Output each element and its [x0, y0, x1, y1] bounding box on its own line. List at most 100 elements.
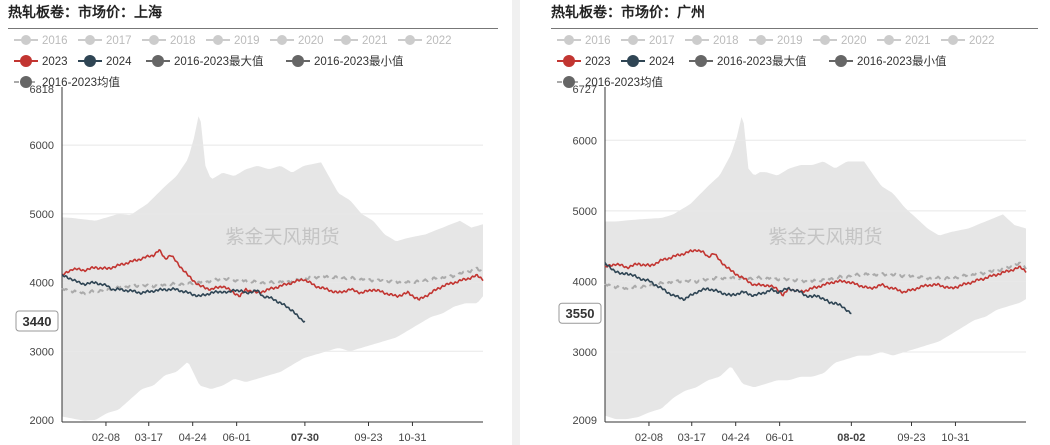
legend-item-2020[interactable]: 2020 [270, 35, 324, 47]
series-line-2024 [61, 273, 306, 323]
legend-dot [213, 35, 223, 45]
x-tick-label: 02-08 [92, 432, 120, 444]
chart-title: 热轧板卷：市场价：上海 [8, 5, 162, 21]
legend-dot [84, 55, 96, 67]
legend-label: 2022 [426, 35, 452, 47]
legend-item-2024[interactable]: 2024 [78, 55, 132, 68]
y-tick-label: 6000 [573, 135, 597, 147]
legend-dot [341, 35, 351, 45]
legend-dot [835, 55, 847, 67]
watermark: 紫金天风期货 [768, 226, 882, 248]
legend-item-2020[interactable]: 2020 [813, 35, 867, 47]
legend-item-2017[interactable]: 2017 [78, 35, 132, 47]
legend-dot [820, 35, 830, 45]
legend-item-2021[interactable]: 2021 [877, 35, 931, 47]
legend-item-2023[interactable]: 2023 [557, 55, 611, 68]
legend-label: 2017 [106, 35, 132, 47]
y-value-badge [15, 310, 59, 332]
x-axis-pointer-label: 07-30 [291, 432, 319, 444]
legend-label: 2024 [649, 56, 675, 68]
legend-item-2016-2023均值[interactable]: 2016-2023均值 [557, 76, 663, 89]
chart-svg: 3000 4000 5000 6000 6727 2009 02-08 03-17 04-24 0… [557, 35, 1027, 444]
y-value-badge-text: 3550 [566, 306, 595, 321]
x-tick-label: 09-23 [354, 432, 382, 444]
x-axis-pointer-label: 08-02 [837, 432, 865, 444]
y-axis-max-label: 6727 [573, 84, 597, 96]
y-value-badge-text: 3440 [23, 314, 52, 329]
legend-item-2022[interactable]: 2022 [398, 35, 452, 47]
x-tick-label: 10-31 [941, 432, 969, 444]
y-axis-min-label: 2009 [573, 415, 597, 427]
legend-label: 2020 [298, 35, 324, 47]
legend-dot [948, 35, 958, 45]
x-tick-label: 02-08 [635, 432, 663, 444]
legend-item-2016-2023均值[interactable]: 2016-2023均值 [14, 76, 120, 89]
y-tick-label: 5000 [573, 206, 597, 218]
series-line-2023 [604, 249, 1027, 297]
legend-dot [563, 76, 575, 88]
legend-label: 2016-2023最大值 [717, 54, 807, 68]
chart-title: 热轧板卷：市场价：广州 [551, 5, 705, 21]
y-tick-label: 3000 [30, 346, 54, 358]
legend-dot [884, 35, 894, 45]
legend-item-2022[interactable]: 2022 [941, 35, 995, 47]
legend-dot [152, 55, 164, 67]
chart-svg: 3000 4000 5000 6000 6818 2000 02-08 03-17 04-24 0… [14, 35, 484, 444]
legend-item-2016[interactable]: 2016 [14, 35, 68, 47]
legend-label: 2020 [841, 35, 867, 47]
legend-label: 2019 [777, 35, 803, 47]
x-tick-label: 04-24 [722, 432, 750, 444]
legend-label: 2021 [905, 35, 931, 47]
x-tick-label: 04-24 [179, 432, 207, 444]
legend-item-2016[interactable]: 2016 [557, 35, 611, 47]
series-line-2023 [61, 249, 484, 301]
legend-label: 2019 [234, 35, 260, 47]
y-axis-min-label: 2000 [30, 415, 54, 427]
legend-item-2016-2023最大值[interactable]: 2016-2023最大值 [146, 54, 264, 68]
x-tick-label: 03-17 [678, 432, 706, 444]
x-tick-label: 06-01 [223, 432, 251, 444]
x-tick-label: 10-31 [398, 432, 426, 444]
legend-item-2018[interactable]: 2018 [685, 35, 739, 47]
legend-item-2019[interactable]: 2019 [206, 35, 260, 47]
legend-item-2016-2023最小值[interactable]: 2016-2023最小值 [829, 55, 947, 68]
legend-dot [692, 35, 702, 45]
y-tick-label: 4000 [573, 276, 597, 288]
legend-dot [627, 55, 639, 67]
x-tick-label: 06-01 [766, 432, 794, 444]
chart-panel-shanghai: 热轧板卷：市场价：上海 3000 4000 5000 6000 6818 2000 02-0… [0, 0, 500, 445]
legend-item-2024[interactable]: 2024 [621, 55, 675, 68]
series-line-2016-2023均值 [604, 261, 1027, 291]
watermark: 紫金天风期货 [225, 226, 339, 248]
x-tick-label: 03-17 [135, 432, 163, 444]
y-tick-label: 3000 [573, 347, 597, 359]
min-max-band [62, 116, 483, 421]
legend-dot [149, 35, 159, 45]
title-underline [551, 28, 1038, 29]
legend-item-2023[interactable]: 2023 [14, 55, 68, 68]
legend-dot [277, 35, 287, 45]
legend-label: 2016 [42, 35, 68, 47]
legend-item-2021[interactable]: 2021 [334, 35, 388, 47]
legend-label: 2018 [170, 35, 196, 47]
legend-dot [85, 35, 95, 45]
legend-label: 2016-2023最小值 [314, 55, 404, 68]
legend-dot [21, 35, 31, 45]
legend-item-2017[interactable]: 2017 [621, 35, 675, 47]
y-axis-max-label: 6818 [30, 84, 54, 96]
legend-label: 2021 [362, 35, 388, 47]
title-underline [8, 28, 498, 29]
chart-panel-guangzhou: 热轧板卷：市场价：广州 3000 4000 5000 6000 6727 2009 02-0… [543, 0, 1050, 445]
legend-item-2016-2023最小值[interactable]: 2016-2023最小值 [286, 55, 404, 68]
x-tick-label: 09-23 [897, 432, 925, 444]
legend-item-2019[interactable]: 2019 [749, 35, 803, 47]
legend-dot [292, 55, 304, 67]
y-tick-label: 5000 [30, 209, 54, 221]
panel-divider [512, 0, 520, 445]
legend-dot [564, 35, 574, 45]
legend-label: 2022 [969, 35, 995, 47]
legend-label: 2017 [649, 35, 675, 47]
legend-item-2018[interactable]: 2018 [142, 35, 196, 47]
legend-item-2016-2023最大值[interactable]: 2016-2023最大值 [689, 54, 807, 68]
legend-dot [20, 55, 32, 67]
